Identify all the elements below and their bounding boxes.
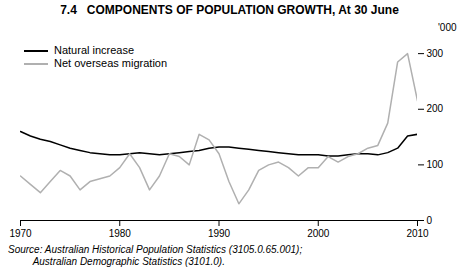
svg-text:200: 200 [427,103,444,114]
svg-text:2000: 2000 [307,228,330,239]
svg-text:1980: 1980 [109,228,132,239]
svg-text:1970: 1970 [9,228,32,239]
html-text:Australian Demographic Statist: Australian Demographic Statistics (3101.… [8,256,225,267]
svg-text:2010: 2010 [406,228,429,239]
html-text:Natural increase: Natural increase [54,44,135,56]
html-text:Net overseas migration: Net overseas migration [54,57,168,69]
html-text:Source: Australian Historical: Source: Australian Historical Population… [8,244,303,255]
html-text:7.4 COMPONENTS OF POPULATION G: 7.4 COMPONENTS OF POPULATION GROWTH, At … [60,3,399,17]
svg-text:1990: 1990 [208,228,231,239]
svg-text:0: 0 [427,215,433,226]
svg-text:100: 100 [427,159,444,170]
svg-text:'000: '000 [438,22,457,33]
svg-text:300: 300 [427,48,444,59]
